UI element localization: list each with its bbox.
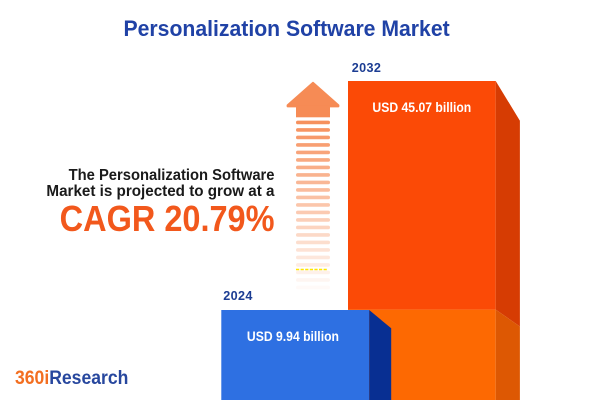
bar-2032-side-lower	[495, 309, 520, 400]
bar-2032-side-upper	[495, 81, 520, 327]
arrow-stripe	[296, 218, 330, 222]
arrow-stripe	[296, 143, 330, 147]
bar-2024-front	[221, 310, 370, 400]
arrow-stripe	[296, 128, 330, 132]
cagr-value: CAGR 20.79%	[59, 198, 275, 240]
bar-2024-side	[369, 310, 392, 400]
arrow-stripe	[296, 285, 330, 290]
arrow-stripe	[296, 263, 330, 267]
arrow-stripe	[296, 158, 330, 162]
arrow-stripe	[296, 233, 330, 237]
arrow-stripe	[296, 278, 330, 282]
arrow-stripe	[296, 180, 330, 185]
annotation-line2: Market is projected to grow at a	[46, 182, 275, 200]
arrow-neck	[296, 105, 330, 118]
arrow-stripe	[296, 240, 330, 245]
bar-2032	[348, 81, 520, 400]
arrow-stripe	[296, 203, 330, 207]
arrow-stripe	[296, 120, 330, 125]
annotation-line1: The Personalization Software	[68, 166, 275, 184]
arrow-stripe	[296, 173, 330, 177]
arrow-stripe	[296, 150, 330, 155]
logo-360i: 360i	[15, 367, 50, 389]
bar-2032-front-upper	[348, 81, 496, 310]
arrow-stripe	[296, 225, 330, 230]
brand-logo: 360iResearch	[15, 369, 128, 388]
growth-arrow-icon	[286, 81, 340, 290]
bar-2024-value-label: USD 9.94 billion	[247, 327, 340, 344]
arrow-stripes	[296, 120, 330, 290]
page-title: Personalization Software Market	[123, 15, 450, 41]
arrow-stripe	[296, 248, 330, 252]
arrow-stripe	[296, 210, 330, 215]
arrow-stripe	[296, 195, 330, 200]
arrow-stripe	[296, 270, 330, 275]
logo-research: Research	[49, 367, 129, 389]
bar-2024-year-label: 2024	[223, 288, 253, 303]
arrow-stripe	[296, 255, 330, 260]
annotation-block: The Personalization Software Market is p…	[0, 166, 275, 240]
arrow-stripe	[296, 188, 330, 192]
arrow-head	[286, 81, 340, 108]
bar-2032-year-label: 2032	[351, 60, 382, 75]
bar-2032-value-label: USD 45.07 billion	[372, 98, 472, 115]
bar-2024	[221, 310, 392, 400]
arrow-stripe	[296, 165, 330, 170]
arrow-stripe	[296, 135, 330, 140]
